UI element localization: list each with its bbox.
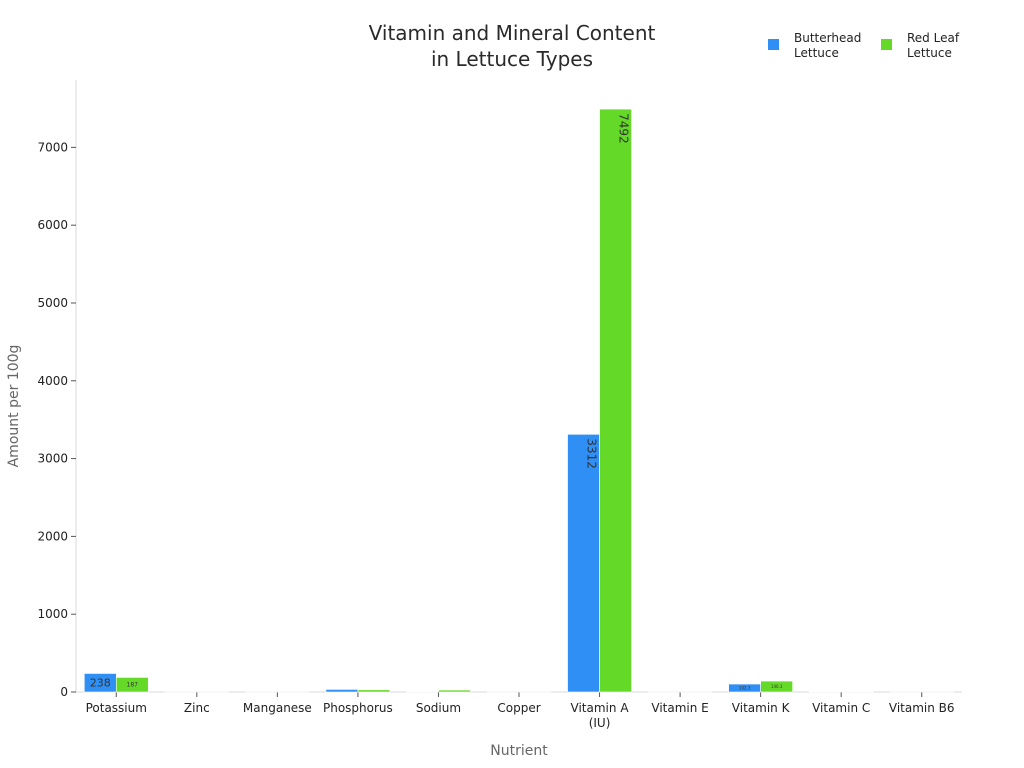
y-tick-label: 0 bbox=[60, 685, 68, 699]
bar-value-label: 187 bbox=[127, 682, 139, 689]
bars bbox=[83, 108, 955, 693]
y-tick-label: 5000 bbox=[37, 296, 68, 310]
bar-value-label: 7492 bbox=[617, 113, 631, 144]
x-tick-label: Zinc bbox=[184, 701, 210, 715]
chart-title-line: Vitamin and Mineral Content bbox=[369, 21, 656, 45]
y-tick-label: 2000 bbox=[37, 529, 68, 543]
bar-s1-c3 bbox=[357, 689, 391, 693]
legend-label: Lettuce bbox=[907, 46, 952, 60]
x-axis-label: Nutrient bbox=[490, 743, 548, 759]
bar-value-label: 102.3 bbox=[739, 685, 751, 690]
x-tick-label: Vitamin K bbox=[732, 701, 791, 715]
x-tick-label: Vitamin C bbox=[812, 701, 870, 715]
bar-value-label: 140.3 bbox=[771, 684, 783, 689]
x-tick-label: Vitamin B6 bbox=[889, 701, 955, 715]
legend-label: Butterhead bbox=[794, 31, 861, 45]
chart-title-line: in Lettuce Types bbox=[431, 47, 593, 71]
x-tick-label: Phosphorus bbox=[323, 701, 393, 715]
y-axis-label: Amount per 100g bbox=[6, 345, 22, 468]
data-labels: 238 3312 102.3 187 7492 140.3 bbox=[90, 113, 783, 690]
x-tick-label: Copper bbox=[497, 701, 540, 715]
bar-value-label: 3312 bbox=[585, 438, 599, 469]
bar-s1-c4 bbox=[438, 689, 471, 693]
x-tick-label: Vitamin A bbox=[571, 701, 630, 715]
bar-s0-c6 bbox=[567, 434, 600, 693]
x-tick-label: Vitamin E bbox=[651, 701, 708, 715]
bar-s1-c6 bbox=[599, 108, 632, 693]
y-tick-label: 4000 bbox=[37, 374, 68, 388]
legend-swatch bbox=[881, 39, 892, 50]
x-tick-label: Manganese bbox=[243, 701, 312, 715]
bar-s0-c3 bbox=[325, 689, 359, 693]
y-tick-label: 6000 bbox=[37, 218, 68, 232]
legend-label: Red Leaf bbox=[907, 31, 960, 45]
bar-s1-c8 bbox=[760, 680, 793, 693]
axes: 0 1000 2000 3000 4000 5000 6000 7000 Potassium Zi… bbox=[37, 80, 962, 730]
legend-swatch bbox=[768, 39, 779, 50]
x-tick-label: Potassium bbox=[86, 701, 147, 715]
y-tick-label: 3000 bbox=[37, 452, 68, 466]
bar-s1-c0 bbox=[115, 677, 149, 693]
x-tick-label: Sodium bbox=[416, 701, 461, 715]
legend-label: Lettuce bbox=[794, 46, 839, 60]
bar-value-label: 238 bbox=[90, 676, 111, 689]
y-tick-label: 1000 bbox=[37, 607, 68, 621]
x-tick-label: (IU) bbox=[589, 716, 611, 730]
y-tick-label: 7000 bbox=[37, 140, 68, 154]
